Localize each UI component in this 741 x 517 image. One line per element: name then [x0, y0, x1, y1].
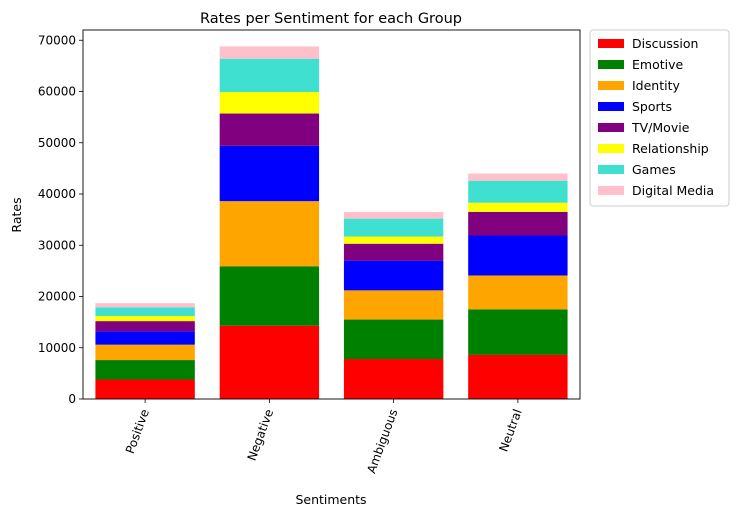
bar-segment: [468, 354, 568, 399]
x-tick-label: Positive: [123, 407, 152, 455]
legend-label: Games: [632, 162, 676, 177]
legend-label: Digital Media: [632, 183, 714, 198]
bar-segment: [468, 211, 568, 236]
legend-label: Emotive: [632, 57, 683, 72]
bar-segment: [219, 145, 320, 202]
bar-segment: [343, 319, 444, 360]
x-tick-label: Negative: [245, 407, 277, 462]
bar-segment: [468, 173, 568, 181]
chart-title: Rates per Sentiment for each Group: [200, 11, 462, 27]
legend-swatch: [598, 81, 624, 90]
x-axis-label: Sentiments: [295, 492, 366, 507]
bar-segment: [219, 58, 320, 93]
legend-swatch: [598, 60, 624, 69]
legend-label: Discussion: [632, 36, 698, 51]
bar-segment: [95, 315, 195, 322]
legend-swatch: [598, 39, 624, 48]
bar-segment: [219, 113, 320, 146]
bar-segment: [95, 379, 195, 399]
y-tick-label: 60000: [38, 85, 76, 99]
bar-segment: [219, 266, 320, 326]
bar-segment: [343, 243, 444, 261]
bar-segment: [95, 307, 195, 316]
bar-segment: [343, 260, 444, 291]
y-tick-label: 0: [68, 392, 76, 406]
bar-segment: [219, 325, 320, 399]
legend-swatch: [598, 186, 624, 195]
legend-label: Identity: [632, 78, 681, 93]
y-tick-label: 70000: [38, 33, 76, 47]
bar-segment: [343, 211, 444, 219]
bar-segment: [468, 235, 568, 276]
bar-segment: [468, 202, 568, 212]
bar-segment: [95, 321, 195, 332]
bar-segment: [343, 359, 444, 399]
bar-segment: [95, 331, 195, 345]
legend-label: Relationship: [632, 141, 709, 156]
y-tick-label: 20000: [38, 290, 76, 304]
y-tick-label: 30000: [38, 238, 76, 252]
bar-segment: [468, 309, 568, 355]
legend-label: TV/Movie: [631, 120, 690, 135]
y-tick-label: 10000: [38, 341, 76, 355]
legend-box: [589, 29, 730, 207]
bar-segment: [219, 201, 320, 267]
bar-segment: [95, 360, 195, 380]
bar-segment: [219, 92, 320, 114]
x-tick-label: Neutral: [496, 407, 524, 453]
bar-segment: [219, 46, 320, 59]
legend-swatch: [598, 123, 624, 132]
bar-segment: [468, 180, 568, 203]
legend-swatch: [598, 144, 624, 153]
bar-segment: [95, 344, 195, 361]
bar-segment: [343, 290, 444, 320]
x-tick-label: Ambiguous: [364, 407, 400, 475]
legend-swatch: [598, 165, 624, 174]
bar-segment: [343, 218, 444, 237]
bar-segment: [95, 303, 195, 308]
bar-segment: [343, 236, 444, 244]
y-axis-label: Rates: [9, 197, 24, 232]
axes-frame: [82, 29, 581, 400]
y-tick-label: 40000: [38, 187, 76, 201]
plot-area: Positive Negative Ambiguous Neutral 0 10000 20…: [38, 29, 581, 475]
y-tick-label: 50000: [38, 136, 76, 150]
legend: Discussion Emotive Identity Sports TV/Movie R…: [589, 29, 730, 207]
legend-label: Sports: [632, 99, 672, 114]
legend-swatch: [598, 102, 624, 111]
bar-segment: [468, 275, 568, 310]
